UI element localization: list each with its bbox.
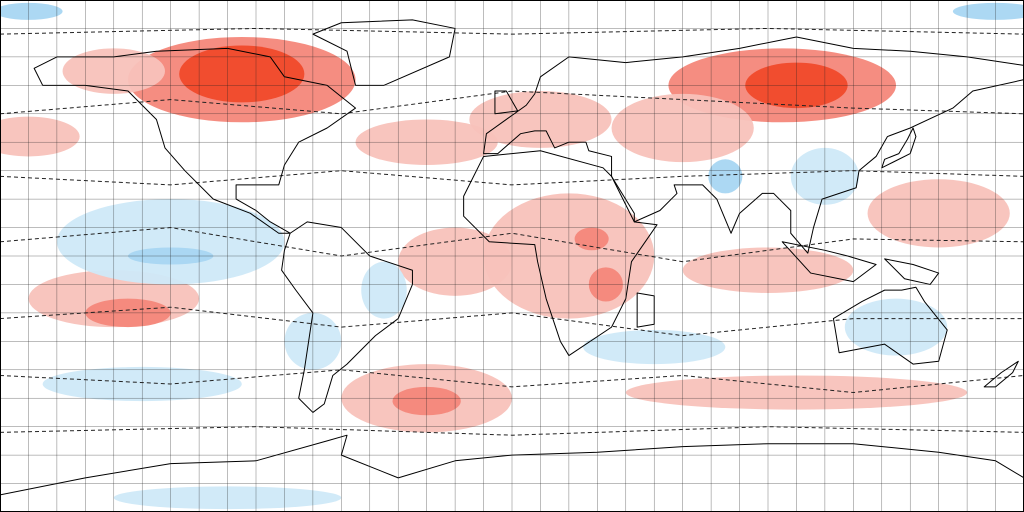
antarctica-coastline: [0, 434, 1024, 512]
australia-coastline: [832, 286, 948, 365]
new-zealand-coastline: [983, 360, 1019, 388]
greenland-coastline: [312, 19, 456, 86]
japan-coastline: [881, 127, 917, 169]
arctic-negative: [0, 2, 63, 20]
coastlines: [0, 19, 1024, 512]
australia-negative: [844, 298, 948, 356]
north-america-coastline: [33, 47, 357, 234]
arctic-east-negative: [952, 2, 1024, 20]
canada-core-positive: [179, 45, 305, 103]
brazil-negative: [361, 261, 407, 319]
eurasia-coastline: [483, 36, 1024, 254]
india-negative: [708, 159, 743, 194]
indonesia-coastline: [781, 241, 877, 283]
new-guinea-coastline: [884, 258, 940, 285]
north-pacific-positive: [0, 116, 80, 157]
uk-coastline: [494, 90, 519, 115]
